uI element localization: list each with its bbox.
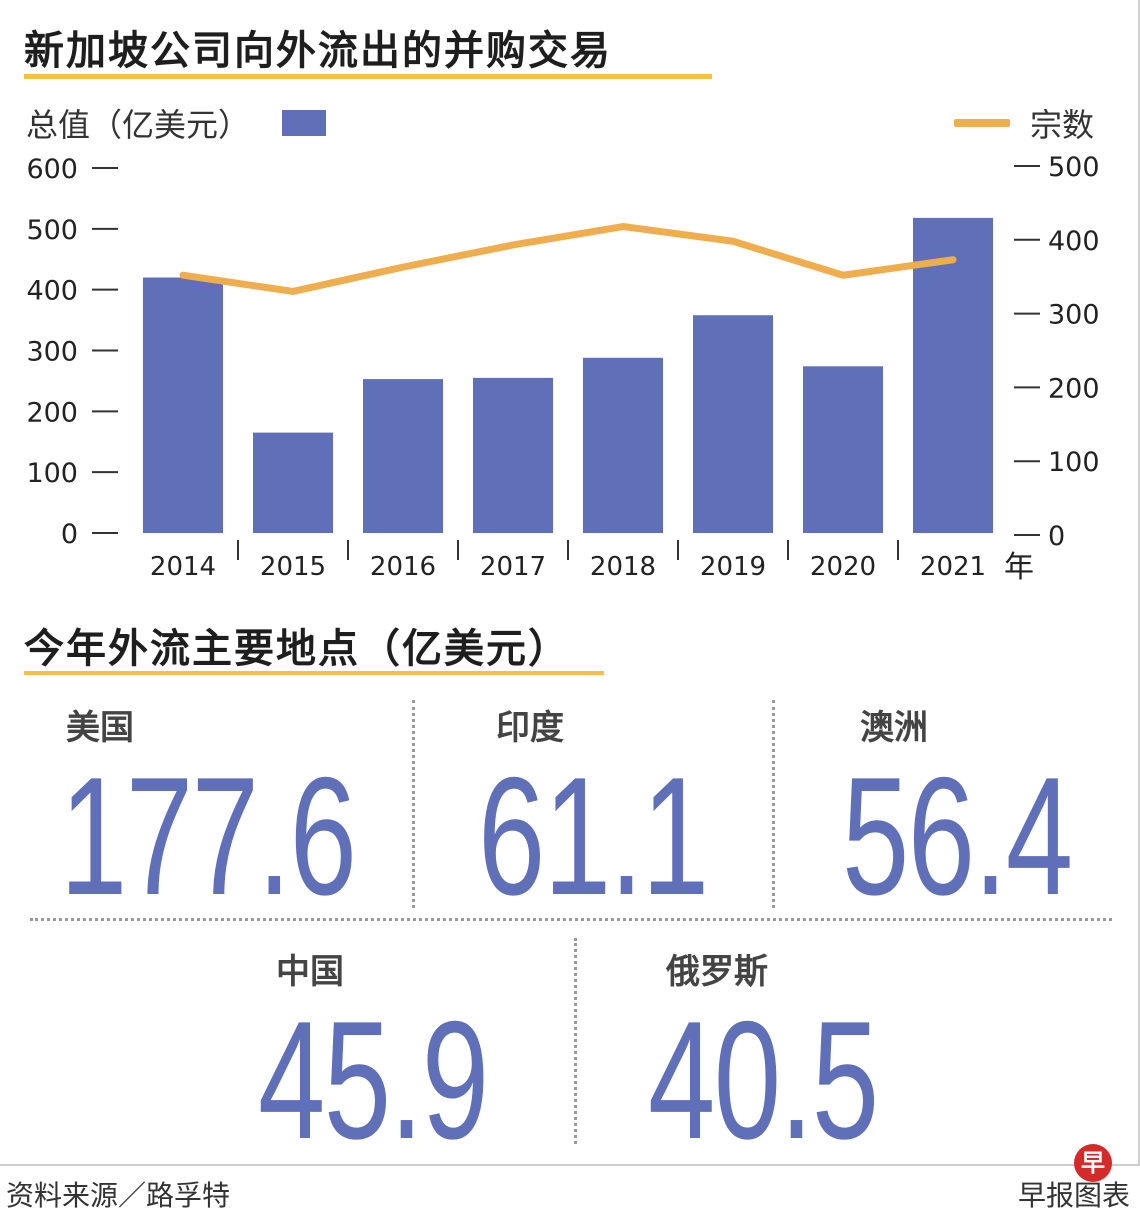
x-tick-label: 2016: [370, 552, 436, 582]
y-right-tick-label: 200: [1048, 373, 1100, 404]
destination-value: 40.5: [648, 996, 878, 1164]
destinations-underline: [24, 671, 604, 675]
x-tick-label: 2020: [810, 552, 876, 582]
x-tick-label: 2018: [590, 552, 656, 582]
y-left-tick-label: 400: [26, 276, 78, 307]
divider: [772, 700, 775, 908]
bar: [693, 315, 773, 533]
bar: [363, 379, 443, 533]
combo-chart: 0 100 200 300 400 500 600 0 100 200 300 400 500 2014 2…: [0, 0, 1140, 600]
y-right-tick-label: 400: [1048, 226, 1100, 257]
bar: [473, 378, 553, 533]
x-tick-label: 2019: [700, 552, 766, 582]
bar: [253, 433, 333, 533]
source-note: 资料来源／路孚特: [6, 1174, 230, 1214]
y-left-tick-label: 0: [61, 519, 78, 550]
divider: [412, 700, 415, 908]
x-tick-label: 2021: [920, 552, 986, 582]
destination-value: 45.9: [258, 996, 488, 1164]
bar: [583, 358, 663, 533]
destination-value: 177.6: [60, 752, 356, 920]
y-left-tick-label: 200: [26, 397, 78, 428]
y-right-tick-label: 0: [1048, 521, 1065, 552]
y-right-tick-label: 500: [1048, 152, 1100, 183]
y-right-tick-label: 300: [1048, 300, 1100, 331]
y-right-tick-label: 100: [1048, 447, 1100, 478]
y-left-tick-label: 600: [26, 154, 78, 185]
y-left-tick-label: 500: [26, 215, 78, 246]
destination-value: 56.4: [842, 752, 1072, 920]
x-unit-label: 年: [1004, 550, 1034, 585]
x-tick-label: 2017: [480, 552, 546, 582]
bar: [143, 278, 223, 534]
destinations-title: 今年外流主要地点（亿美元）: [24, 616, 570, 674]
y-left-tick-label: 100: [26, 458, 78, 489]
chart-credit: 早报图表: [1018, 1174, 1130, 1214]
destination-value: 61.1: [478, 752, 708, 920]
y-left-tick-label: 300: [26, 337, 78, 368]
bar: [803, 366, 883, 533]
x-tick-label: 2014: [150, 552, 216, 582]
x-tick-label: 2015: [260, 552, 326, 582]
divider: [574, 938, 577, 1144]
series-line: [183, 227, 953, 292]
